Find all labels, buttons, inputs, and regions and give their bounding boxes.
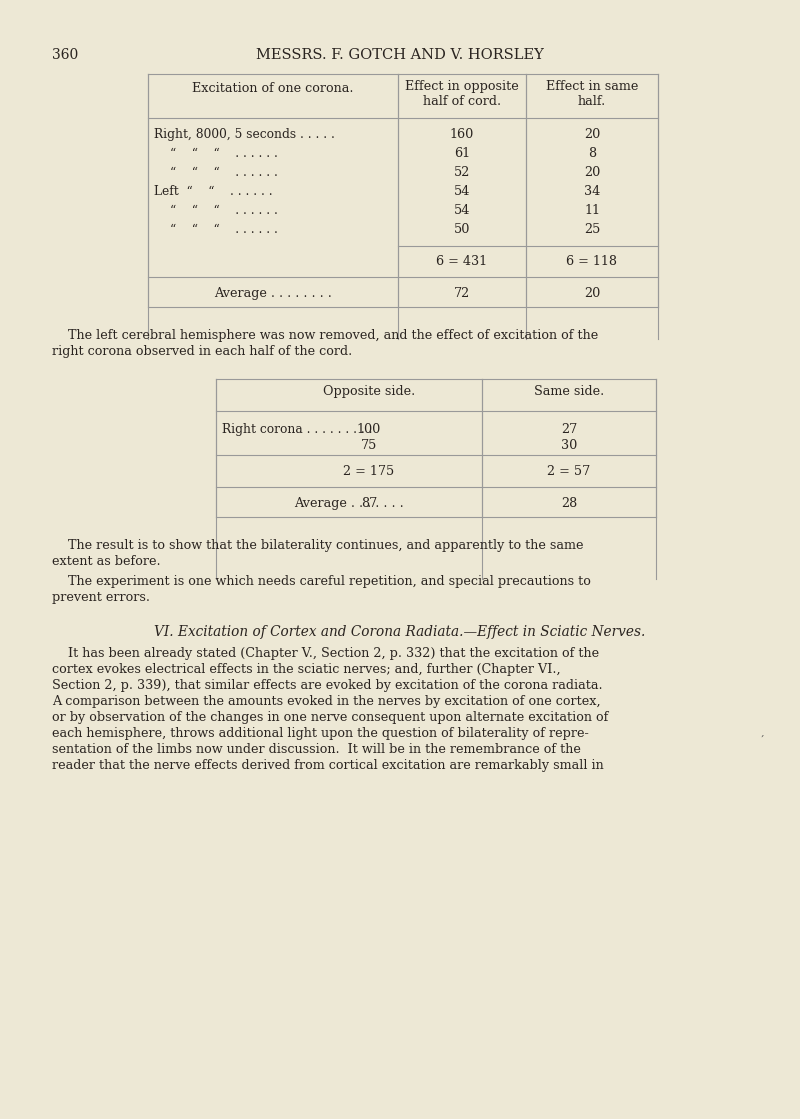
Text: Same side.: Same side. — [534, 385, 604, 398]
Text: 20: 20 — [584, 286, 600, 300]
Text: 28: 28 — [561, 497, 577, 510]
Text: Section 2, p. 339), that similar effects are evoked by excitation of the corona : Section 2, p. 339), that similar effects… — [52, 679, 602, 692]
Text: 20: 20 — [584, 128, 600, 141]
Text: ’: ’ — [760, 735, 763, 744]
Text: or by observation of the changes in one nerve consequent upon alternate excitati: or by observation of the changes in one … — [52, 711, 608, 724]
Text: 61: 61 — [454, 147, 470, 160]
Text: Right corona . . . . . . . . .: Right corona . . . . . . . . . — [222, 423, 373, 436]
Text: 27: 27 — [561, 423, 577, 436]
Text: 11: 11 — [584, 204, 600, 217]
Text: 2 = 175: 2 = 175 — [343, 466, 394, 478]
Text: each hemisphere, throws additional light upon the question of bilaterality of re: each hemisphere, throws additional light… — [52, 727, 589, 740]
Text: A comparison between the amounts evoked in the nerves by excitation of one corte: A comparison between the amounts evoked … — [52, 695, 601, 708]
Text: MESSRS. F. GOTCH AND V. HORSLEY: MESSRS. F. GOTCH AND V. HORSLEY — [256, 48, 544, 62]
Text: reader that the nerve effects derived from cortical excitation are remarkably sm: reader that the nerve effects derived fr… — [52, 759, 604, 772]
Text: “    “    “    . . . . . .: “ “ “ . . . . . . — [170, 147, 278, 160]
Text: Right, 8000, 5 seconds . . . . .: Right, 8000, 5 seconds . . . . . — [154, 128, 335, 141]
Text: sentation of the limbs now under discussion.  It will be in the remembrance of t: sentation of the limbs now under discuss… — [52, 743, 581, 756]
Text: 30: 30 — [561, 439, 577, 452]
Text: Effect in opposite
half of cord.: Effect in opposite half of cord. — [405, 79, 519, 109]
Text: “    “    “    . . . . . .: “ “ “ . . . . . . — [170, 166, 278, 179]
Text: Left  “    “    . . . . . .: Left “ “ . . . . . . — [154, 185, 273, 198]
Text: prevent errors.: prevent errors. — [52, 591, 150, 604]
Text: cortex evokes electrical effects in the sciatic nerves; and, further (Chapter VI: cortex evokes electrical effects in the … — [52, 662, 561, 676]
Text: 75: 75 — [361, 439, 377, 452]
Text: Effect in same
half.: Effect in same half. — [546, 79, 638, 109]
Text: extent as before.: extent as before. — [52, 555, 161, 568]
Text: 100: 100 — [357, 423, 381, 436]
Text: The left cerebral hemisphere was now removed, and the effect of excitation of th: The left cerebral hemisphere was now rem… — [52, 329, 598, 342]
Text: 72: 72 — [454, 286, 470, 300]
Text: VI. Excitation of Cortex and Corona Radiata.—Effect in Sciatic Nerves.: VI. Excitation of Cortex and Corona Radi… — [154, 626, 646, 639]
Text: Average . . . . . . . .: Average . . . . . . . . — [214, 286, 332, 300]
Text: “    “    “    . . . . . .: “ “ “ . . . . . . — [170, 223, 278, 236]
Text: 6 = 118: 6 = 118 — [566, 255, 618, 267]
Text: 160: 160 — [450, 128, 474, 141]
Text: 54: 54 — [454, 204, 470, 217]
Text: 6 = 431: 6 = 431 — [437, 255, 487, 267]
Text: Excitation of one corona.: Excitation of one corona. — [192, 82, 354, 95]
Text: The experiment is one which needs careful repetition, and special precautions to: The experiment is one which needs carefu… — [52, 575, 591, 587]
Text: 2 = 57: 2 = 57 — [547, 466, 590, 478]
Text: Opposite side.: Opposite side. — [323, 385, 415, 398]
Text: right corona observed in each half of the cord.: right corona observed in each half of th… — [52, 345, 352, 358]
Text: 8: 8 — [588, 147, 596, 160]
Text: 360: 360 — [52, 48, 78, 62]
Text: 34: 34 — [584, 185, 600, 198]
Text: 52: 52 — [454, 166, 470, 179]
Text: 20: 20 — [584, 166, 600, 179]
Text: The result is to show that the bilaterality continues, and apparently to the sam: The result is to show that the bilateral… — [52, 539, 583, 552]
Text: 25: 25 — [584, 223, 600, 236]
Text: It has been already stated (Chapter V., Section 2, p. 332) that the excitation o: It has been already stated (Chapter V., … — [52, 647, 599, 660]
Text: 50: 50 — [454, 223, 470, 236]
Text: Average . . . . . . .: Average . . . . . . . — [294, 497, 404, 510]
Text: 54: 54 — [454, 185, 470, 198]
Text: 87: 87 — [361, 497, 377, 510]
Text: “    “    “    . . . . . .: “ “ “ . . . . . . — [170, 204, 278, 217]
